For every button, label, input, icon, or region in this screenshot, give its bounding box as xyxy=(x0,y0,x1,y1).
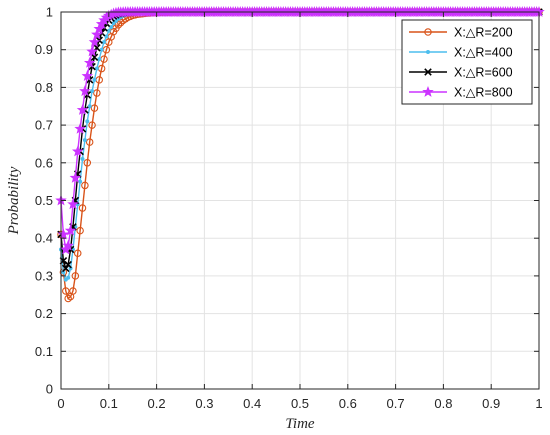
legend-label: X:△R=600 xyxy=(454,66,513,80)
x-tick-label: 0.3 xyxy=(195,396,213,411)
point-marker xyxy=(106,28,111,33)
star-marker xyxy=(79,85,91,97)
point-marker xyxy=(109,25,114,30)
x-tick-label: 0.6 xyxy=(339,396,357,411)
tick-labels: 0 0.1 0.2 0.3 0.4 0.5 0.6 0.7 0.8 0.9 1 0 0.1 0.2 0.3 0… xyxy=(35,5,543,412)
legend: X:△R=200 X:△R=400 X:△R=600 X:△R=800 xyxy=(401,19,533,105)
star-marker xyxy=(69,171,82,183)
circle-marker xyxy=(85,138,94,146)
y-axis-title: Probability xyxy=(6,166,22,235)
star-marker xyxy=(57,228,70,240)
circle-marker xyxy=(71,272,80,280)
point-marker xyxy=(87,104,92,109)
axes xyxy=(60,11,540,390)
x-tick-label: 1 xyxy=(535,396,542,411)
circle-marker xyxy=(62,287,70,295)
y-tick-label: 0.2 xyxy=(35,306,53,321)
x-axis-title: Time xyxy=(285,416,315,432)
x-tick-label: 0.7 xyxy=(387,396,405,411)
y-tick-label: 0.3 xyxy=(35,268,53,283)
star-marker xyxy=(83,56,96,68)
star-marker xyxy=(422,85,434,97)
point-marker xyxy=(102,40,107,45)
point-marker xyxy=(99,47,104,52)
y-tick-label: 0.6 xyxy=(35,155,53,170)
x-marker xyxy=(62,264,70,273)
star-marker xyxy=(86,45,98,57)
x-tick-label: 0.9 xyxy=(482,396,500,411)
point-marker xyxy=(78,179,83,184)
x-tick-label: 0.8 xyxy=(434,396,452,411)
point-marker xyxy=(104,34,109,39)
star-marker xyxy=(67,198,79,210)
star-marker xyxy=(74,122,86,134)
circle-marker xyxy=(69,287,77,295)
legend-label: X:△R=400 xyxy=(454,46,513,60)
circle-marker xyxy=(78,204,87,212)
x-tick-label: 0.4 xyxy=(243,396,261,411)
circle-marker xyxy=(114,21,123,29)
y-tick-label: 1 xyxy=(46,5,53,20)
star-marker xyxy=(88,36,101,48)
x-tick-label: 0 xyxy=(57,396,64,411)
x-tick-label: 0.5 xyxy=(291,396,309,411)
circle-marker xyxy=(83,159,92,167)
y-tick-label: 0.1 xyxy=(35,344,53,359)
circle-marker xyxy=(73,249,82,258)
star-marker xyxy=(76,103,89,115)
legend-label: X:△R=800 xyxy=(454,86,513,100)
legend-entry: X:△R=400 xyxy=(409,46,513,60)
star-marker xyxy=(81,70,94,81)
circle-marker xyxy=(90,104,99,112)
point-marker xyxy=(80,157,85,162)
circle-marker xyxy=(76,226,84,235)
x-tick-label: 0.2 xyxy=(148,396,166,411)
y-tick-label: 0.9 xyxy=(35,42,53,57)
x-marker xyxy=(424,68,432,76)
y-tick-label: 0.4 xyxy=(35,231,53,246)
legend-entry: X:△R=600 xyxy=(409,66,513,80)
legend-entry: X:△R=200 xyxy=(409,26,513,40)
legend-entry: X:△R=800 xyxy=(409,86,513,100)
star-marker xyxy=(91,28,103,40)
legend-label: X:△R=200 xyxy=(454,26,513,40)
circle-marker xyxy=(117,18,125,27)
y-tick-label: 0.8 xyxy=(35,80,53,95)
y-tick-label: 0 xyxy=(46,382,53,397)
point-marker xyxy=(82,138,87,143)
point-marker xyxy=(94,66,99,71)
circle-marker xyxy=(81,181,89,190)
point-marker xyxy=(425,50,430,55)
point-marker xyxy=(92,77,97,82)
point-marker xyxy=(66,275,71,280)
star-marker xyxy=(64,224,77,236)
star-marker xyxy=(62,239,74,251)
circle-marker xyxy=(93,89,101,97)
x-tick-label: 0.1 xyxy=(100,396,118,411)
x-marker xyxy=(90,53,99,62)
circle-marker xyxy=(64,294,72,303)
circle-marker xyxy=(424,28,432,36)
point-marker xyxy=(97,57,102,62)
x-marker xyxy=(64,260,72,269)
star-marker xyxy=(71,145,84,157)
point-marker xyxy=(90,89,95,94)
legend-box xyxy=(401,19,533,105)
y-tick-label: 0.5 xyxy=(35,193,53,208)
circle-marker xyxy=(88,121,96,129)
y-tick-label: 0.7 xyxy=(35,118,53,133)
point-marker xyxy=(85,119,90,124)
